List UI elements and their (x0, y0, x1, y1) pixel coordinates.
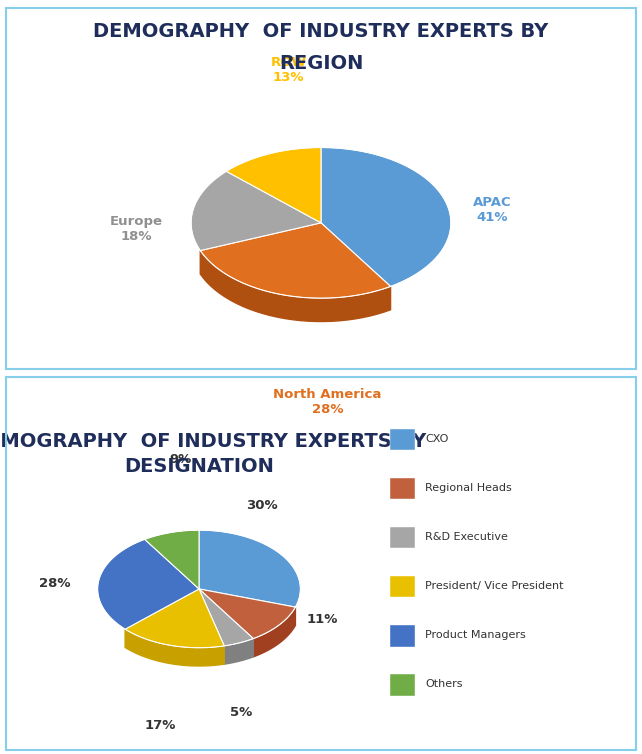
Text: R&D Executive: R&D Executive (425, 532, 508, 541)
Text: Others: Others (425, 679, 463, 689)
Text: CXO: CXO (425, 434, 449, 443)
Polygon shape (200, 250, 390, 321)
Text: REGION: REGION (279, 54, 363, 73)
Polygon shape (125, 629, 224, 666)
Polygon shape (144, 530, 199, 589)
Text: 11%: 11% (307, 613, 338, 626)
Text: 28%: 28% (39, 578, 71, 590)
Polygon shape (254, 607, 295, 657)
Bar (390, 428, 415, 450)
Text: Europe
18%: Europe 18% (110, 216, 163, 244)
Text: ROW
13%: ROW 13% (270, 56, 307, 84)
Text: 17%: 17% (145, 719, 176, 732)
Polygon shape (191, 171, 321, 250)
Text: Regional Heads: Regional Heads (425, 483, 512, 492)
Polygon shape (125, 589, 224, 648)
Text: 5%: 5% (230, 706, 253, 719)
Text: 30%: 30% (246, 499, 278, 512)
Polygon shape (199, 530, 300, 607)
Polygon shape (321, 148, 451, 287)
Text: President/ Vice President: President/ Vice President (425, 581, 564, 591)
Polygon shape (227, 148, 321, 223)
Text: North America
28%: North America 28% (273, 388, 382, 416)
Polygon shape (224, 639, 254, 664)
Text: DESIGNATION: DESIGNATION (124, 457, 274, 477)
Text: APAC
41%: APAC 41% (473, 196, 512, 224)
Bar (390, 527, 415, 548)
Bar (390, 478, 415, 499)
Bar (390, 576, 415, 597)
Polygon shape (199, 589, 254, 646)
Bar (390, 674, 415, 696)
Polygon shape (199, 589, 295, 639)
Text: 9%: 9% (169, 452, 192, 466)
Text: Product Managers: Product Managers (425, 630, 526, 640)
Bar (390, 625, 415, 646)
Polygon shape (200, 223, 390, 298)
Text: DEMOGRAPHY  OF INDUSTRY EXPERTS BY: DEMOGRAPHY OF INDUSTRY EXPERTS BY (0, 432, 427, 451)
Text: DEMOGRAPHY  OF INDUSTRY EXPERTS BY: DEMOGRAPHY OF INDUSTRY EXPERTS BY (93, 22, 549, 41)
Polygon shape (98, 539, 199, 629)
